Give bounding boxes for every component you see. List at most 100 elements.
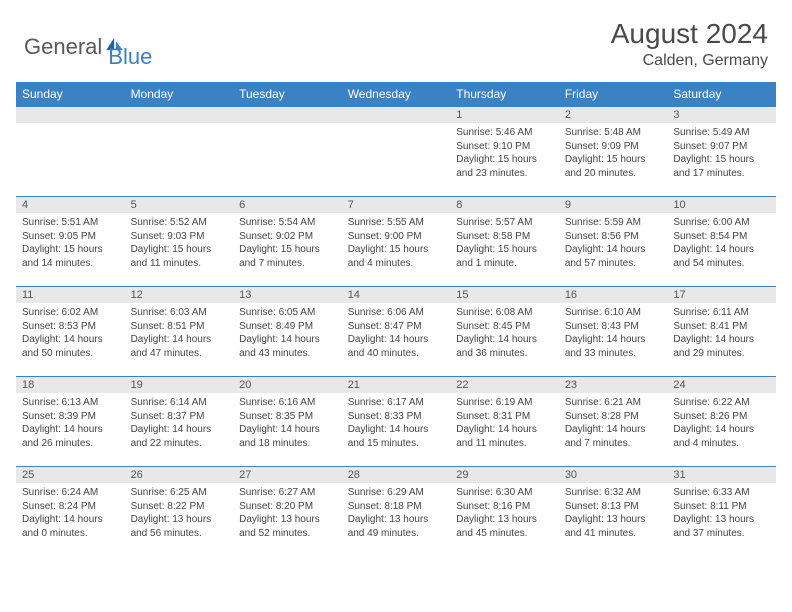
location-title: Calden, Germany: [611, 52, 768, 70]
day-number: 12: [125, 287, 234, 303]
sunset-line: Sunset: 8:41 PM: [673, 320, 770, 334]
day-details: Sunrise: 5:49 AMSunset: 9:07 PMDaylight:…: [667, 123, 776, 184]
daylight-line: Daylight: 14 hours and 15 minutes.: [348, 423, 445, 450]
day-number: 1: [450, 107, 559, 123]
weekday-header: Thursday: [450, 82, 559, 107]
daylight-line: Daylight: 13 hours and 56 minutes.: [131, 513, 228, 540]
sunset-line: Sunset: 8:18 PM: [348, 500, 445, 514]
calendar-day-cell: 26Sunrise: 6:25 AMSunset: 8:22 PMDayligh…: [125, 467, 234, 557]
calendar-day-cell: 5Sunrise: 5:52 AMSunset: 9:03 PMDaylight…: [125, 197, 234, 287]
daylight-line: Daylight: 14 hours and 57 minutes.: [565, 243, 662, 270]
calendar-day-cell: 29Sunrise: 6:30 AMSunset: 8:16 PMDayligh…: [450, 467, 559, 557]
day-number: [125, 107, 234, 123]
sunrise-line: Sunrise: 6:30 AM: [456, 486, 553, 500]
daylight-line: Daylight: 14 hours and 29 minutes.: [673, 333, 770, 360]
sunrise-line: Sunrise: 6:22 AM: [673, 396, 770, 410]
calendar-day-cell: 18Sunrise: 6:13 AMSunset: 8:39 PMDayligh…: [16, 377, 125, 467]
daylight-line: Daylight: 13 hours and 49 minutes.: [348, 513, 445, 540]
sunrise-line: Sunrise: 5:59 AM: [565, 216, 662, 230]
sunset-line: Sunset: 9:02 PM: [239, 230, 336, 244]
day-details: Sunrise: 5:59 AMSunset: 8:56 PMDaylight:…: [559, 213, 668, 274]
calendar-body: 1Sunrise: 5:46 AMSunset: 9:10 PMDaylight…: [16, 107, 776, 557]
sunrise-line: Sunrise: 6:19 AM: [456, 396, 553, 410]
weekday-header-row: SundayMondayTuesdayWednesdayThursdayFrid…: [16, 82, 776, 107]
daylight-line: Daylight: 14 hours and 54 minutes.: [673, 243, 770, 270]
day-details: Sunrise: 6:11 AMSunset: 8:41 PMDaylight:…: [667, 303, 776, 364]
day-details: Sunrise: 6:02 AMSunset: 8:53 PMDaylight:…: [16, 303, 125, 364]
day-number: 6: [233, 197, 342, 213]
day-details: Sunrise: 6:25 AMSunset: 8:22 PMDaylight:…: [125, 483, 234, 544]
calendar-day-cell: 1Sunrise: 5:46 AMSunset: 9:10 PMDaylight…: [450, 107, 559, 197]
day-details: Sunrise: 6:22 AMSunset: 8:26 PMDaylight:…: [667, 393, 776, 454]
calendar-day-cell: 25Sunrise: 6:24 AMSunset: 8:24 PMDayligh…: [16, 467, 125, 557]
page-header: General Blue August 2024 Calden, Germany: [0, 0, 792, 76]
daylight-line: Daylight: 15 hours and 14 minutes.: [22, 243, 119, 270]
sunset-line: Sunset: 8:53 PM: [22, 320, 119, 334]
daylight-line: Daylight: 13 hours and 45 minutes.: [456, 513, 553, 540]
day-number: 11: [16, 287, 125, 303]
daylight-line: Daylight: 13 hours and 52 minutes.: [239, 513, 336, 540]
daylight-line: Daylight: 15 hours and 11 minutes.: [131, 243, 228, 270]
day-number: 9: [559, 197, 668, 213]
sunset-line: Sunset: 8:24 PM: [22, 500, 119, 514]
month-title: August 2024: [611, 18, 768, 50]
day-number: 5: [125, 197, 234, 213]
day-number: 16: [559, 287, 668, 303]
sunrise-line: Sunrise: 6:33 AM: [673, 486, 770, 500]
day-details: Sunrise: 6:19 AMSunset: 8:31 PMDaylight:…: [450, 393, 559, 454]
sunrise-line: Sunrise: 6:08 AM: [456, 306, 553, 320]
sunset-line: Sunset: 8:54 PM: [673, 230, 770, 244]
sunset-line: Sunset: 8:28 PM: [565, 410, 662, 424]
day-details: Sunrise: 6:03 AMSunset: 8:51 PMDaylight:…: [125, 303, 234, 364]
day-number: 7: [342, 197, 451, 213]
daylight-line: Daylight: 13 hours and 37 minutes.: [673, 513, 770, 540]
sunrise-line: Sunrise: 6:32 AM: [565, 486, 662, 500]
day-details: Sunrise: 6:33 AMSunset: 8:11 PMDaylight:…: [667, 483, 776, 544]
sunrise-line: Sunrise: 6:11 AM: [673, 306, 770, 320]
sunset-line: Sunset: 8:35 PM: [239, 410, 336, 424]
day-details: Sunrise: 5:54 AMSunset: 9:02 PMDaylight:…: [233, 213, 342, 274]
sunset-line: Sunset: 8:20 PM: [239, 500, 336, 514]
weekday-header: Saturday: [667, 82, 776, 107]
day-number: 13: [233, 287, 342, 303]
day-details: Sunrise: 6:06 AMSunset: 8:47 PMDaylight:…: [342, 303, 451, 364]
day-number: 2: [559, 107, 668, 123]
sunset-line: Sunset: 8:56 PM: [565, 230, 662, 244]
day-number: 3: [667, 107, 776, 123]
day-details: [125, 123, 234, 178]
day-details: Sunrise: 5:55 AMSunset: 9:00 PMDaylight:…: [342, 213, 451, 274]
daylight-line: Daylight: 14 hours and 7 minutes.: [565, 423, 662, 450]
sunrise-line: Sunrise: 5:49 AM: [673, 126, 770, 140]
day-details: Sunrise: 5:51 AMSunset: 9:05 PMDaylight:…: [16, 213, 125, 274]
calendar-day-cell: 4Sunrise: 5:51 AMSunset: 9:05 PMDaylight…: [16, 197, 125, 287]
day-details: [16, 123, 125, 178]
calendar-table: SundayMondayTuesdayWednesdayThursdayFrid…: [16, 82, 776, 557]
day-number: 26: [125, 467, 234, 483]
sunrise-line: Sunrise: 5:57 AM: [456, 216, 553, 230]
daylight-line: Daylight: 15 hours and 23 minutes.: [456, 153, 553, 180]
day-number: [233, 107, 342, 123]
day-details: Sunrise: 6:29 AMSunset: 8:18 PMDaylight:…: [342, 483, 451, 544]
day-details: Sunrise: 5:48 AMSunset: 9:09 PMDaylight:…: [559, 123, 668, 184]
calendar-day-cell: 23Sunrise: 6:21 AMSunset: 8:28 PMDayligh…: [559, 377, 668, 467]
day-number: 15: [450, 287, 559, 303]
day-number: [16, 107, 125, 123]
day-number: 22: [450, 377, 559, 393]
sunrise-line: Sunrise: 5:52 AM: [131, 216, 228, 230]
calendar-empty-cell: [125, 107, 234, 197]
weekday-header: Wednesday: [342, 82, 451, 107]
calendar-week-row: 1Sunrise: 5:46 AMSunset: 9:10 PMDaylight…: [16, 107, 776, 197]
day-number: 19: [125, 377, 234, 393]
daylight-line: Daylight: 14 hours and 0 minutes.: [22, 513, 119, 540]
sunrise-line: Sunrise: 6:13 AM: [22, 396, 119, 410]
sunrise-line: Sunrise: 5:46 AM: [456, 126, 553, 140]
sunset-line: Sunset: 8:49 PM: [239, 320, 336, 334]
day-details: Sunrise: 5:52 AMSunset: 9:03 PMDaylight:…: [125, 213, 234, 274]
day-details: Sunrise: 6:05 AMSunset: 8:49 PMDaylight:…: [233, 303, 342, 364]
calendar-day-cell: 13Sunrise: 6:05 AMSunset: 8:49 PMDayligh…: [233, 287, 342, 377]
day-details: Sunrise: 6:13 AMSunset: 8:39 PMDaylight:…: [16, 393, 125, 454]
day-details: Sunrise: 6:32 AMSunset: 8:13 PMDaylight:…: [559, 483, 668, 544]
day-number: 17: [667, 287, 776, 303]
sunrise-line: Sunrise: 5:55 AM: [348, 216, 445, 230]
day-details: Sunrise: 6:10 AMSunset: 8:43 PMDaylight:…: [559, 303, 668, 364]
